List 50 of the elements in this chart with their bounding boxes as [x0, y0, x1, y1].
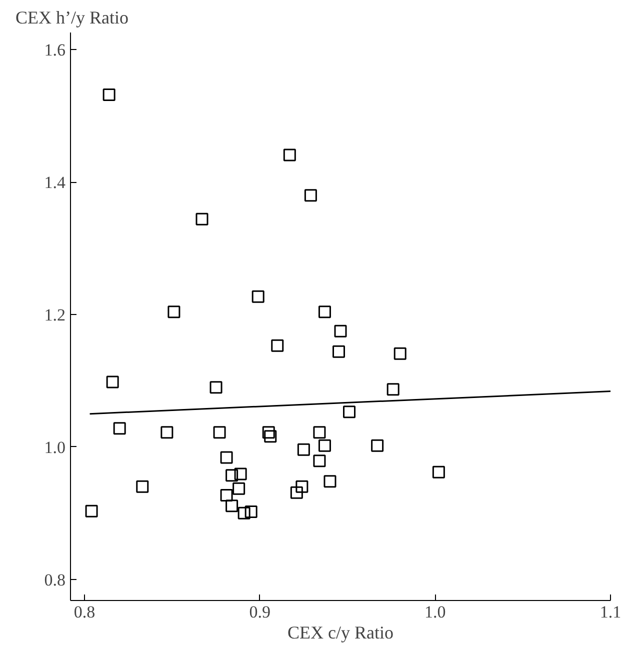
point	[318, 439, 331, 452]
y-tick-label: 1.2	[44, 306, 66, 325]
point	[386, 383, 400, 396]
x-tick-label: 1.0	[424, 602, 446, 622]
point	[210, 381, 222, 394]
point	[332, 345, 345, 358]
point	[85, 504, 98, 518]
point	[213, 426, 226, 439]
point	[220, 451, 233, 464]
x-tick-label: 0.9	[249, 602, 270, 622]
point	[160, 426, 174, 439]
point	[238, 506, 250, 520]
y-tick-label: 0.8	[44, 570, 66, 590]
point	[313, 454, 326, 468]
point	[343, 406, 356, 418]
y-axis-title: CEX h’/y Ratio	[16, 8, 128, 28]
point	[313, 426, 326, 439]
point	[297, 443, 310, 456]
point	[262, 426, 275, 439]
point	[264, 430, 277, 443]
point	[432, 466, 445, 478]
point	[244, 506, 258, 518]
point	[168, 306, 180, 318]
point	[283, 148, 296, 162]
x-tick-label: 1.1	[600, 602, 622, 622]
y-tick-label: 1.4	[44, 173, 66, 192]
point	[304, 189, 317, 202]
point	[226, 500, 238, 512]
point	[106, 376, 119, 388]
point	[220, 488, 233, 502]
point	[296, 480, 308, 493]
point	[290, 486, 303, 499]
point	[232, 482, 246, 495]
y-tick-label: 1.0	[44, 438, 66, 457]
point	[271, 339, 284, 352]
point	[196, 212, 208, 226]
point	[252, 290, 264, 303]
point	[136, 480, 149, 493]
point	[226, 469, 238, 482]
point	[334, 324, 347, 338]
point	[113, 422, 126, 435]
point	[102, 88, 116, 101]
point	[318, 306, 331, 318]
y-tick-label: 1.6	[44, 40, 66, 60]
point	[371, 439, 384, 452]
point	[324, 475, 336, 488]
x-axis-title: CEX c/y Ratio	[288, 622, 394, 642]
point	[394, 347, 406, 360]
x-tick-label: 0.8	[74, 602, 96, 622]
point	[234, 468, 247, 480]
